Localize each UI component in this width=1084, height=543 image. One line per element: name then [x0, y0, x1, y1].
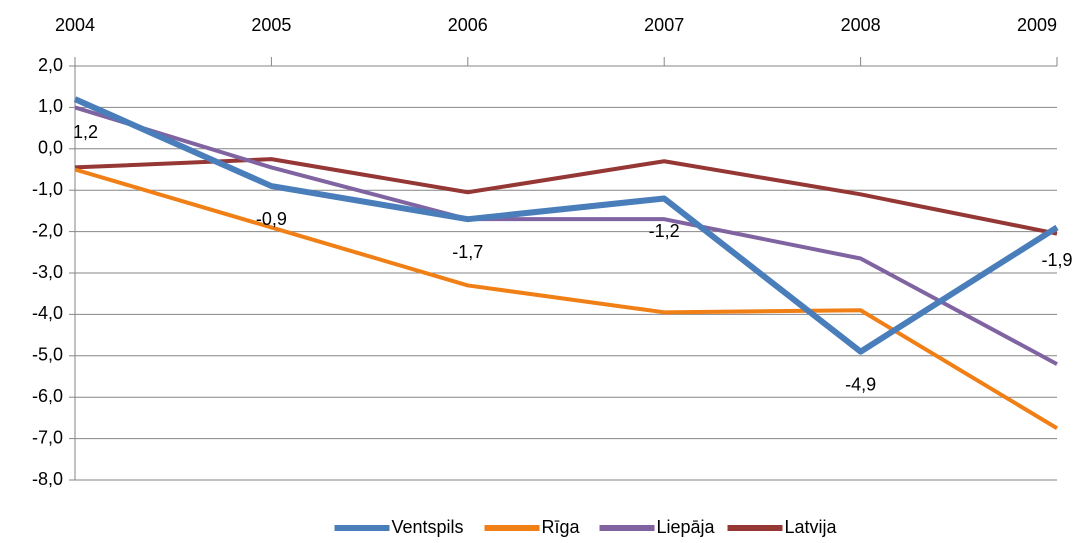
data-label: -4,9	[845, 374, 876, 394]
y-tick-label: -1,0	[32, 179, 63, 199]
legend-label: Ventspils	[392, 517, 464, 537]
x-tick-label: 2006	[448, 15, 488, 35]
y-tick-label: 2,0	[38, 55, 63, 75]
legend-label: Rīga	[542, 517, 581, 537]
x-tick-label: 2004	[55, 15, 95, 35]
y-tick-label: -5,0	[32, 345, 63, 365]
legend-label: Liepāja	[657, 517, 716, 537]
data-label: -1,7	[452, 242, 483, 262]
data-label: -1,9	[1041, 250, 1072, 270]
series-line	[73, 96, 1059, 355]
y-tick-label: -8,0	[32, 469, 63, 489]
y-tick-label: -2,0	[32, 220, 63, 240]
y-tick-label: -7,0	[32, 427, 63, 447]
y-tick-label: -6,0	[32, 386, 63, 406]
y-tick-label: -3,0	[32, 262, 63, 282]
data-label: -0,9	[256, 209, 287, 229]
series-line	[74, 105, 1058, 366]
y-tick-label: 1,0	[38, 96, 63, 116]
data-label: -1,2	[649, 221, 680, 241]
x-tick-label: 2008	[841, 15, 881, 35]
x-tick-label: 2005	[251, 15, 291, 35]
x-tick-label: 2007	[644, 15, 684, 35]
series-line	[74, 157, 1058, 236]
data-label: 1,2	[73, 122, 98, 142]
legend-label: Latvija	[785, 517, 838, 537]
x-tick-label: 2009	[1017, 15, 1057, 35]
y-tick-label: 0,0	[38, 138, 63, 158]
y-tick-label: -4,0	[32, 303, 63, 323]
